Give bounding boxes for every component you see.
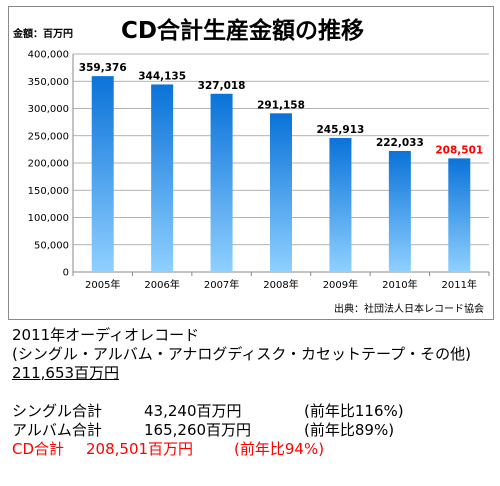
notes-heading: 2011年オーディオレコード bbox=[12, 326, 200, 344]
cd-ratio: (前年比94%) bbox=[234, 440, 325, 458]
bars bbox=[91, 76, 471, 273]
single-ratio: (前年比116%) bbox=[304, 402, 404, 420]
data-label: 327,018 bbox=[198, 80, 246, 92]
x-tick-label: 2009年 bbox=[323, 278, 358, 291]
album-row: アルバム合計 165,260百万円 (前年比89%) bbox=[12, 421, 496, 440]
y-tick-label: 400,000 bbox=[28, 50, 69, 61]
data-label: 344,135 bbox=[138, 70, 186, 82]
y-tick-label: 350,000 bbox=[28, 77, 69, 88]
y-tick-label: 100,000 bbox=[28, 213, 69, 224]
x-tick-label: 2006年 bbox=[144, 278, 179, 291]
data-label: 245,913 bbox=[317, 124, 365, 136]
x-axis-ticks: 2005年 2006年 2007年 2008年 2009年 2010年 2011年 bbox=[72, 272, 490, 291]
summary-notes: 2011年オーディオレコード (シングル・アルバム・アナログディスク・カセットテ… bbox=[12, 326, 496, 459]
y-tick-label: 50,000 bbox=[34, 240, 69, 251]
x-tick-label: 2005年 bbox=[85, 278, 120, 291]
chart-title: CD合計生産金額の推移 bbox=[121, 17, 364, 44]
bar bbox=[388, 150, 411, 272]
bar bbox=[210, 93, 233, 272]
data-label: 359,376 bbox=[79, 62, 127, 74]
bar bbox=[151, 84, 174, 272]
bar bbox=[329, 137, 352, 272]
single-row: シングル合計 43,240百万円 (前年比116%) bbox=[12, 402, 496, 421]
bar bbox=[91, 76, 114, 273]
unit-label: 金額：百万円 bbox=[12, 27, 73, 40]
y-tick-label: 300,000 bbox=[28, 104, 69, 115]
y-axis-ticks: 0 50,000 100,000 150,000 200,000 250,000 300,0… bbox=[28, 50, 69, 279]
bar bbox=[270, 113, 292, 272]
x-tick-label: 2008年 bbox=[263, 278, 298, 291]
data-label: 291,158 bbox=[257, 99, 305, 111]
data-label: 208,501 bbox=[435, 144, 483, 156]
data-labels: 359,376 344,135 327,018 291,158 245,913 222,0… bbox=[79, 62, 483, 156]
cd-amount: 208,501百万円 bbox=[86, 440, 194, 458]
cd-row: CD合計 208,501百万円 (前年比94%) bbox=[12, 440, 496, 459]
y-tick-label: 150,000 bbox=[28, 186, 69, 197]
cd-label: CD合計 bbox=[12, 440, 65, 458]
x-tick-label: 2007年 bbox=[204, 278, 239, 291]
album-label: アルバム合計 bbox=[12, 421, 102, 439]
x-tick-label: 2010年 bbox=[382, 278, 417, 291]
single-amount: 43,240百万円 bbox=[144, 402, 242, 420]
bar bbox=[448, 158, 471, 272]
source-note: 出典：社団法人日本レコード協会 bbox=[334, 302, 484, 315]
album-amount: 165,260百万円 bbox=[144, 421, 252, 439]
single-label: シングル合計 bbox=[12, 402, 103, 420]
notes-subheading: (シングル・アルバム・アナログディスク・カセットテープ・その他) bbox=[12, 345, 472, 363]
y-tick-label: 250,000 bbox=[28, 131, 69, 142]
notes-total: 211,653百万円 bbox=[12, 364, 120, 382]
album-ratio: (前年比89%) bbox=[304, 421, 395, 439]
data-label: 222,033 bbox=[376, 137, 424, 149]
chart-panel: 金額：百万円 CD合計生産金額の推移 0 50,000 100,000 150,000… bbox=[8, 6, 494, 320]
x-tick-label: 2011年 bbox=[442, 278, 477, 291]
bar-chart: 金額：百万円 CD合計生産金額の推移 0 50,000 100,000 150,000… bbox=[12, 17, 490, 315]
y-tick-label: 0 bbox=[63, 268, 69, 279]
y-tick-label: 200,000 bbox=[28, 159, 69, 170]
